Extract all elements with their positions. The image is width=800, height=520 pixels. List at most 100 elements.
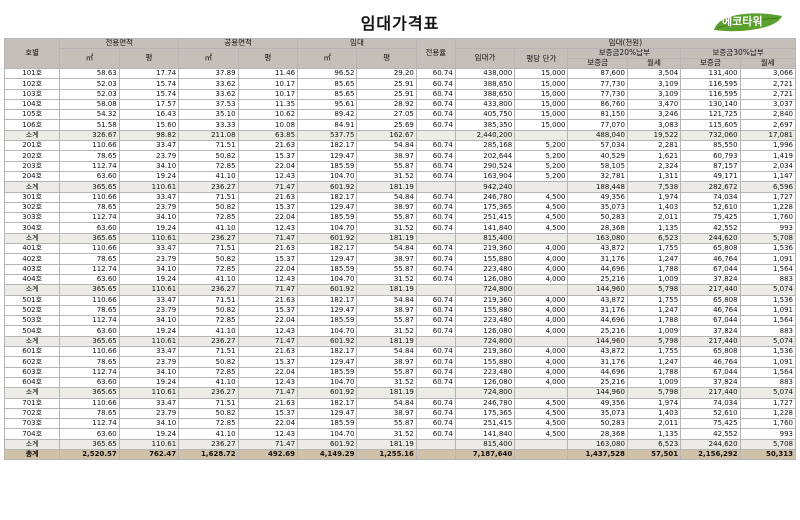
table-cell: 60,793 — [680, 150, 741, 162]
header-deposit20-monthly: 월세 — [626, 58, 682, 69]
table-cell: 55.87 — [356, 366, 417, 378]
table-cell: 110.66 — [59, 140, 120, 152]
table-cell: 110.66 — [59, 243, 120, 255]
logo-text: 에코타워 — [722, 15, 763, 28]
table-cell: 4,000 — [514, 263, 569, 275]
table-cell: 433,800 — [454, 98, 516, 111]
table-cell: 110.66 — [59, 346, 120, 358]
table-cell: 301호 — [3, 191, 61, 203]
table-cell: 106호 — [3, 119, 61, 131]
table-cell: 4,500 — [514, 418, 569, 430]
table-row: 601호 110.66 33.47 71.51 21.63 182.17 54.84 60.7… — [3, 346, 797, 358]
table-cell: 44,696 — [567, 315, 628, 327]
table-cell: 126,080 — [454, 325, 516, 337]
header-rent-group: 임대(천원) — [454, 38, 797, 49]
table-row: 701호 110.66 33.47 71.51 21.63 182.17 54.84 60.7… — [3, 397, 797, 409]
table-cell: 46,764 — [680, 304, 741, 317]
table-cell: 2,721 — [739, 88, 797, 100]
table-cell: 25.91 — [356, 88, 417, 100]
table-cell: 23.79 — [118, 201, 180, 214]
table-cell: 81,150 — [567, 109, 628, 121]
table-cell: 1,135 — [626, 428, 682, 440]
table-cell: 601.92 — [297, 335, 358, 348]
table-cell: 63.60 — [59, 170, 120, 183]
table-cell: 1,228 — [739, 201, 797, 214]
table-cell: 37,824 — [680, 273, 741, 286]
table-cell: 소계 — [3, 284, 61, 296]
table-cell: 31.52 — [356, 273, 417, 286]
table-cell: 163,904 — [454, 170, 516, 183]
table-cell: 72.85 — [178, 315, 239, 327]
table-cell: 25,216 — [567, 376, 628, 389]
table-cell: 110.61 — [118, 438, 180, 450]
table-cell: 155,880 — [454, 356, 516, 368]
table-cell: 44,696 — [567, 366, 628, 378]
table-cell: 12.43 — [237, 325, 299, 337]
table-cell — [514, 387, 569, 399]
table-cell: 1,091 — [739, 356, 797, 368]
table-cell: 5,074 — [739, 284, 797, 296]
table-cell: 4,500 — [514, 222, 569, 234]
table-cell: 60.74 — [415, 243, 456, 255]
table-cell: 25,216 — [567, 325, 628, 337]
table-cell: 4,000 — [514, 253, 569, 265]
table-cell: 326.67 — [59, 129, 120, 142]
table-cell: 4,000 — [514, 366, 569, 378]
table-cell: 21.63 — [237, 191, 299, 203]
table-cell — [415, 438, 456, 450]
total-row: 총계 2,520.57 762.47 1,628.72 492.69 4,149.29 1,… — [3, 448, 797, 461]
table-cell: 1,788 — [626, 315, 682, 327]
header-rent-price: 임대가 — [454, 48, 516, 69]
table-cell: 219,360 — [454, 243, 516, 255]
table-cell: 703호 — [3, 418, 61, 430]
table-cell: 21.63 — [237, 346, 299, 358]
table-cell: 60.74 — [415, 418, 456, 430]
table-cell: 537.75 — [297, 129, 358, 142]
table-cell: 23.79 — [118, 407, 180, 420]
table-cell: 762.47 — [118, 448, 180, 461]
table-cell: 4,000 — [514, 243, 569, 255]
table-cell: 67,044 — [680, 315, 741, 327]
table-cell: 1,974 — [626, 397, 682, 409]
table-cell: 37,824 — [680, 376, 741, 389]
table-cell — [415, 335, 456, 348]
table-cell: 60.74 — [415, 222, 456, 234]
table-cell: 57,034 — [567, 140, 628, 152]
header-common-area: 공용면적 — [178, 38, 299, 49]
table-cell: 60.74 — [415, 356, 456, 368]
table-cell: 185.59 — [297, 315, 358, 327]
table-cell: 5,708 — [739, 232, 797, 245]
table-cell: 601.92 — [297, 284, 358, 296]
table-cell: 1,403 — [626, 201, 682, 214]
table-cell: 소계 — [3, 232, 61, 245]
table-cell: 704호 — [3, 428, 61, 440]
table-cell: 58,105 — [567, 160, 628, 172]
table-cell: 121,725 — [680, 109, 741, 121]
table-cell: 22.04 — [237, 418, 299, 430]
table-cell: 소계 — [3, 129, 61, 142]
header-lease-sqm: ㎡ — [297, 48, 358, 69]
table-cell: 71.51 — [178, 294, 239, 306]
table-row: 202호 78.65 23.79 50.82 15.37 129.47 38.97 60.74… — [3, 150, 797, 162]
table-cell: 74,034 — [680, 397, 741, 409]
table-cell: 52,610 — [680, 407, 741, 420]
table-cell: 77,070 — [567, 119, 628, 131]
table-row: 604호 63.60 19.24 41.10 12.43 104.70 31.52 60.74… — [3, 376, 797, 389]
table-cell: 1,311 — [626, 170, 682, 183]
table-cell: 2,011 — [626, 418, 682, 430]
table-cell: 10.17 — [237, 78, 299, 90]
table-cell: 60.74 — [415, 119, 456, 131]
table-cell: 104.70 — [297, 428, 358, 440]
table-row: 304호 63.60 19.24 41.10 12.43 104.70 31.52 60.74… — [3, 222, 797, 234]
eco-tower-logo: 에코타워 — [712, 10, 784, 32]
header-deposit30: 보증금30%납부 — [680, 48, 796, 59]
header-deposit30-monthly: 월세 — [739, 58, 797, 69]
table-cell: 소계 — [3, 387, 61, 399]
table-cell: 2,324 — [626, 160, 682, 172]
table-cell: 246,780 — [454, 191, 516, 203]
table-cell: 35,073 — [567, 407, 628, 420]
table-cell: 1,564 — [739, 263, 797, 275]
table-cell: 15.37 — [237, 407, 299, 420]
table-cell: 4,000 — [514, 346, 569, 358]
table-cell: 5,200 — [514, 150, 569, 162]
